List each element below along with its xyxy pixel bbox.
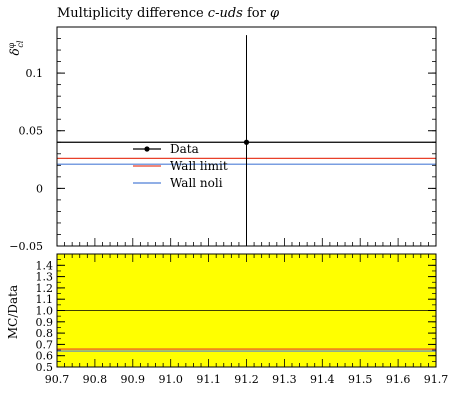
lower-y-tick-label: 0.5 [36, 361, 54, 374]
lower-y-tick-label: 0.7 [36, 338, 54, 351]
x-tick-label: 90.8 [83, 373, 108, 386]
legend-data-marker [144, 146, 150, 152]
upper-y-tick-label: 0.1 [26, 67, 44, 80]
ylabel-sup: φ [7, 42, 16, 48]
title-italic: c-uds [208, 6, 243, 21]
lower-y-tick-label: 1.3 [36, 271, 54, 284]
upper-plot-border [56, 26, 437, 247]
ylabel-base: δ [8, 48, 22, 55]
lower-y-ticks: 0.50.60.70.80.91.01.11.21.31.4 [36, 253, 436, 374]
lower-y-axis-label: MC/Data [6, 285, 20, 339]
upper-y-tick-label: 0.05 [19, 125, 44, 138]
upper-y-axis-label: δφcl [7, 40, 25, 55]
legend-label-data: Data [170, 142, 199, 156]
title-main: Multiplicity difference [57, 6, 208, 21]
title-symbol: φ [270, 6, 280, 21]
upper-y-tick-label: 0 [36, 182, 43, 195]
upper-y-tick-label: −0.05 [9, 240, 43, 253]
title-mid: for [243, 6, 270, 21]
lower-y-tick-label: 1.2 [36, 282, 54, 295]
lower-y-tick-label: 1.4 [36, 259, 54, 272]
upper-plot-area [57, 35, 436, 246]
lower-plot-area [57, 254, 436, 367]
lower-x-ticks: 90.7 90.8 90.9 91.0 91.1 91.2 91.3 91.4 91.5 91.6… [45, 254, 449, 386]
chart-title: Multiplicity difference c-uds for φ [57, 6, 280, 21]
legend-label-wall-noli: Wall noli [170, 176, 223, 190]
legend-label-wall-limit: Wall limit [170, 159, 228, 173]
x-tick-label: 91.6 [386, 373, 411, 386]
x-tick-label: 91.2 [234, 373, 259, 386]
x-tick-label: 91.3 [272, 373, 297, 386]
legend-item-wall-noli: Wall noli [133, 176, 223, 190]
legend: Data Wall limit Wall noli [133, 142, 228, 190]
upper-x-ticks [56, 238, 437, 246]
svg-text:δφcl: δφcl [7, 40, 25, 55]
x-tick-label: 90.9 [121, 373, 146, 386]
x-tick-label: 91.7 [424, 373, 449, 386]
lower-y-tick-label: 0.9 [36, 316, 54, 329]
x-tick-label: 91.0 [158, 373, 183, 386]
lower-y-tick-label: 0.8 [36, 327, 54, 340]
lower-y-tick-label: 1.0 [36, 305, 54, 318]
legend-item-wall-limit: Wall limit [133, 159, 228, 173]
data-point-0 [243, 139, 250, 145]
lower-plot-border [56, 253, 437, 368]
x-tick-label: 91.4 [310, 373, 335, 386]
x-tick-label: 91.5 [348, 373, 373, 386]
ylabel-sub: cl [16, 40, 25, 47]
lower-y-tick-label: 1.1 [36, 293, 54, 306]
legend-item-data: Data [133, 142, 199, 156]
x-tick-label: 91.1 [196, 373, 221, 386]
lower-y-tick-label: 0.6 [36, 350, 54, 363]
x-tick-label: 90.7 [45, 373, 70, 386]
